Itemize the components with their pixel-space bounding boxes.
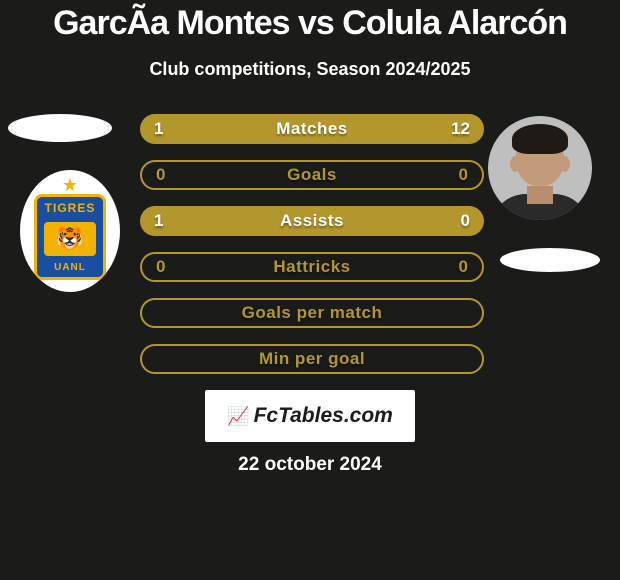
- footer-date: 22 october 2024: [0, 454, 620, 476]
- stat-p1-value: 0: [156, 257, 165, 277]
- stat-p1-value: 0: [156, 165, 165, 185]
- club-badge-top-text: TIGRES: [45, 201, 96, 215]
- player2-club-ellipse: [500, 248, 600, 272]
- club-badge-bottom-text: UANL: [54, 262, 86, 273]
- chart-icon: 📈: [227, 406, 249, 427]
- page-title: GarcÃ­a Montes vs Colula Alarcón: [0, 0, 620, 43]
- star-icon: ★: [62, 176, 78, 194]
- stat-p1-value: 1: [154, 211, 163, 231]
- stat-row: 1 Assists 0: [140, 206, 484, 236]
- stat-row: 0 Hattricks 0: [140, 252, 484, 282]
- stat-row: Goals per match: [140, 298, 484, 328]
- stat-label: Assists: [280, 211, 344, 231]
- stat-label: Matches: [276, 119, 348, 139]
- stat-p2-value: 0: [459, 165, 468, 185]
- player1-club-badge: ★ TIGRES 🐯 UANL: [20, 170, 120, 292]
- player1-avatar-ellipse: [8, 114, 112, 142]
- neck-shape: [527, 186, 553, 204]
- stat-label: Min per goal: [259, 349, 365, 369]
- stat-label: Hattricks: [273, 257, 350, 277]
- stat-row: 0 Goals 0: [140, 160, 484, 190]
- stat-row: Min per goal: [140, 344, 484, 374]
- footer-brand-badge: 📈 FcTables.com: [205, 390, 415, 442]
- stat-bars: 1 Matches 12 0 Goals 0 1 Assists 0 0 Hattricks 0 Goa…: [140, 114, 484, 390]
- stat-p2-value: 0: [459, 257, 468, 277]
- stat-row: 1 Matches 12: [140, 114, 484, 144]
- stat-p1-value: 1: [154, 119, 163, 139]
- footer-brand-text: FcTables.com: [254, 404, 393, 428]
- stat-label: Goals: [287, 165, 337, 185]
- player2-avatar: [488, 116, 592, 220]
- stat-p2-value: 0: [461, 211, 470, 231]
- stat-p2-value: 12: [451, 119, 470, 139]
- subtitle: Club competitions, Season 2024/2025: [0, 59, 620, 80]
- tiger-icon: 🐯: [44, 222, 96, 256]
- hair-shape: [512, 124, 568, 154]
- tigres-badge: TIGRES 🐯 UANL: [34, 194, 106, 280]
- stat-label: Goals per match: [242, 303, 383, 323]
